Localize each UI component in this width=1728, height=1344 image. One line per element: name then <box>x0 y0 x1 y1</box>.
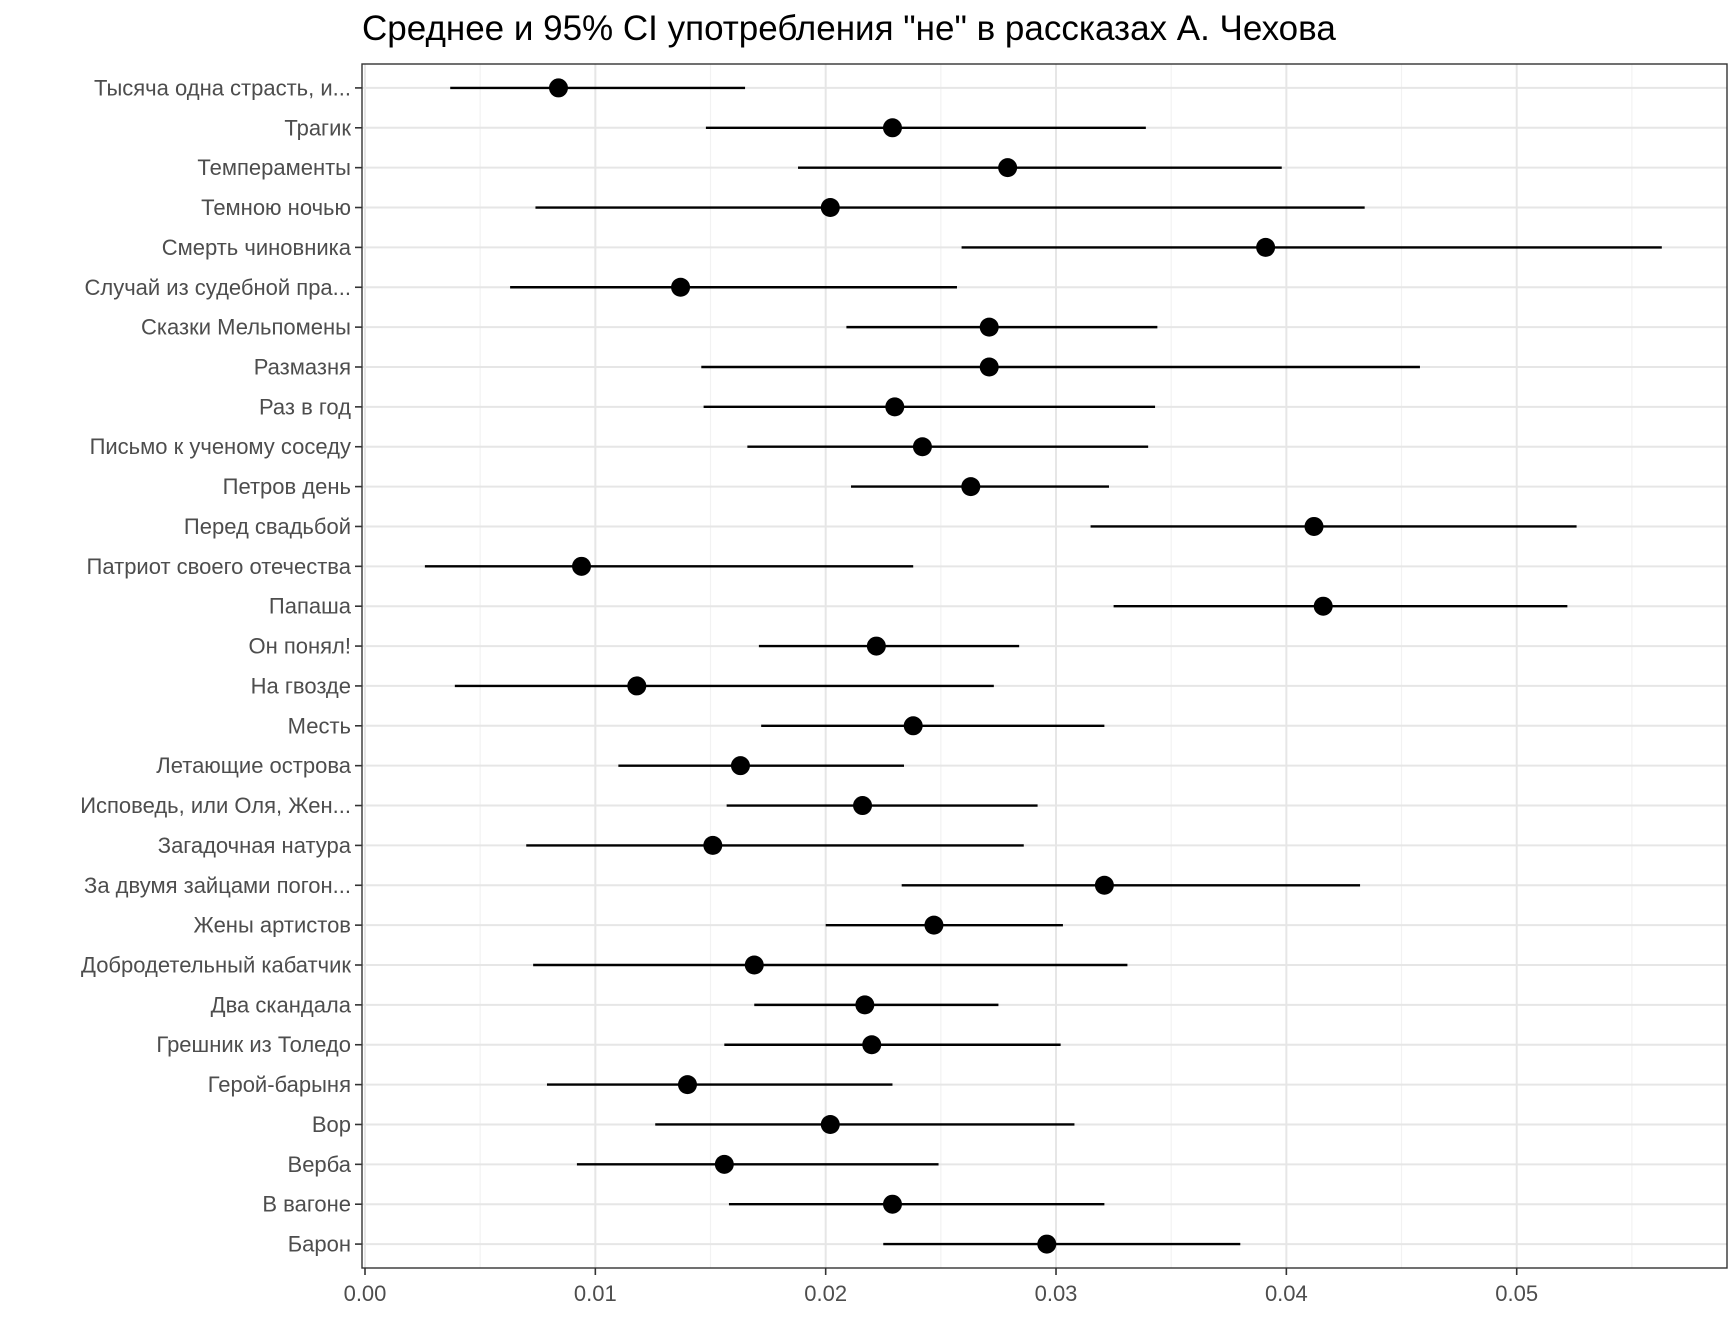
y-tick-label: Раз в год <box>259 394 351 419</box>
point-layer <box>548 78 1333 1254</box>
mean-point <box>855 995 875 1015</box>
mean-point <box>885 397 905 417</box>
x-tick-label: 0.03 <box>1035 1281 1078 1306</box>
y-tick-label: Темною ночью <box>201 195 351 220</box>
y-tick-label: Перед свадьбой <box>184 514 351 539</box>
mean-point <box>820 1114 840 1134</box>
y-tick-label: Исповедь, или Оля, Жен... <box>80 793 351 818</box>
mean-point <box>866 636 886 656</box>
mean-point <box>998 158 1018 178</box>
mean-point <box>671 277 691 297</box>
y-tick-label: Сказки Мельпомены <box>141 315 351 340</box>
y-tick-label: Летающие острова <box>156 753 351 778</box>
x-tick-label: 0.04 <box>1265 1281 1308 1306</box>
mean-point <box>744 955 764 975</box>
mean-point <box>572 556 592 576</box>
x-tick-label: 0.01 <box>574 1281 617 1306</box>
y-tick-label: Письмо к ученому соседу <box>90 434 351 459</box>
mean-point <box>1094 875 1114 895</box>
y-tick-label: Загадочная натура <box>158 833 352 858</box>
y-tick-label: Папаша <box>269 594 352 619</box>
y-tick-label: Случай из судебной пра... <box>84 275 351 300</box>
y-tick-label: Он понял! <box>248 634 351 659</box>
y-tick-label: Верба <box>288 1152 352 1177</box>
y-tick-label: Два скандала <box>211 992 352 1017</box>
mean-point <box>730 756 750 776</box>
mean-point <box>862 1035 882 1055</box>
mean-point <box>979 317 999 337</box>
mean-point <box>627 676 647 696</box>
mean-point <box>714 1154 734 1174</box>
chart-title: Среднее и 95% CI употребления "не" в рас… <box>362 9 1336 48</box>
y-tick-label: Трагик <box>284 115 351 140</box>
mean-point <box>961 477 981 497</box>
y-tick-label: За двумя зайцами погон... <box>84 873 351 898</box>
mean-point <box>924 915 944 935</box>
y-tick-label: Размазня <box>254 354 351 379</box>
x-tick-label: 0.05 <box>1495 1281 1538 1306</box>
panel-border <box>361 63 1728 1269</box>
mean-point <box>1256 237 1276 257</box>
y-tick-label: Тысяча одна страсть, и... <box>94 75 351 100</box>
x-tick-label: 0.00 <box>344 1281 387 1306</box>
y-tick-label: Смерть чиновника <box>162 235 352 260</box>
y-tick-label: Петров день <box>223 474 351 499</box>
mean-point <box>677 1075 697 1095</box>
y-tick-label: Жены артистов <box>194 913 351 938</box>
mean-point <box>548 78 568 98</box>
mean-point <box>820 198 840 218</box>
y-tick-label: Темпераменты <box>197 155 351 180</box>
mean-point <box>882 118 902 138</box>
ci-layer <box>424 86 1662 1246</box>
mean-point <box>1037 1234 1057 1254</box>
y-tick-label: На гвозде <box>251 673 351 698</box>
mean-point <box>703 835 723 855</box>
mean-point <box>853 796 873 816</box>
y-tick-label: Герой-барыня <box>208 1072 351 1097</box>
mean-point <box>903 716 923 736</box>
y-tick-label: Барон <box>288 1232 351 1257</box>
y-axis: Тысяча одна страсть, и... Трагик Темпераме… <box>80 75 362 1257</box>
x-tick-label: 0.02 <box>804 1281 847 1306</box>
y-tick-label: В вагоне <box>262 1192 351 1217</box>
mean-point <box>882 1194 902 1214</box>
y-tick-label: Месть <box>288 713 351 738</box>
y-tick-label: Добродетельный кабатчик <box>81 953 351 978</box>
y-tick-label: Вор <box>312 1112 351 1137</box>
mean-point <box>912 437 932 457</box>
x-axis: 0.00 0.01 0.02 0.03 0.04 0.05 <box>344 1268 1538 1306</box>
y-tick-label: Патриот своего отечества <box>87 554 352 579</box>
y-tick-label: Грешник из Толедо <box>156 1032 351 1057</box>
mean-point <box>1304 516 1324 536</box>
mean-point <box>979 357 999 377</box>
mean-point <box>1313 596 1333 616</box>
